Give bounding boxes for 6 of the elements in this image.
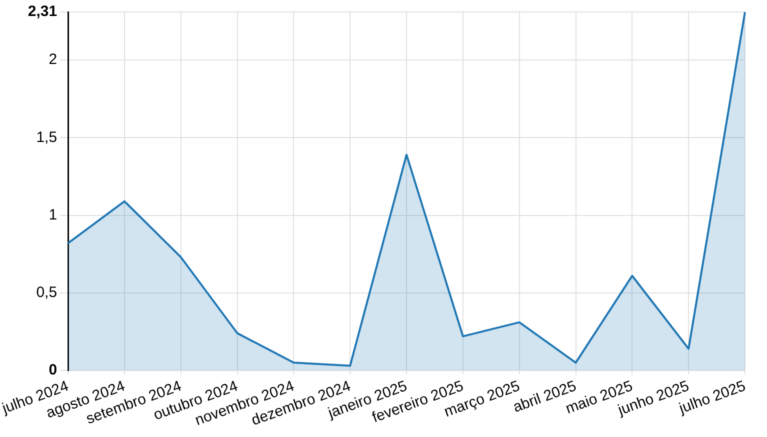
y-tick-label: 2,31 xyxy=(28,3,58,20)
y-tick-label: 0,5 xyxy=(36,284,58,301)
y-tick-label: 0 xyxy=(48,362,58,379)
y-tick-label: 2 xyxy=(48,51,58,68)
y-tick-label: 1,5 xyxy=(36,128,58,146)
y-tick-label: 1 xyxy=(48,206,58,224)
